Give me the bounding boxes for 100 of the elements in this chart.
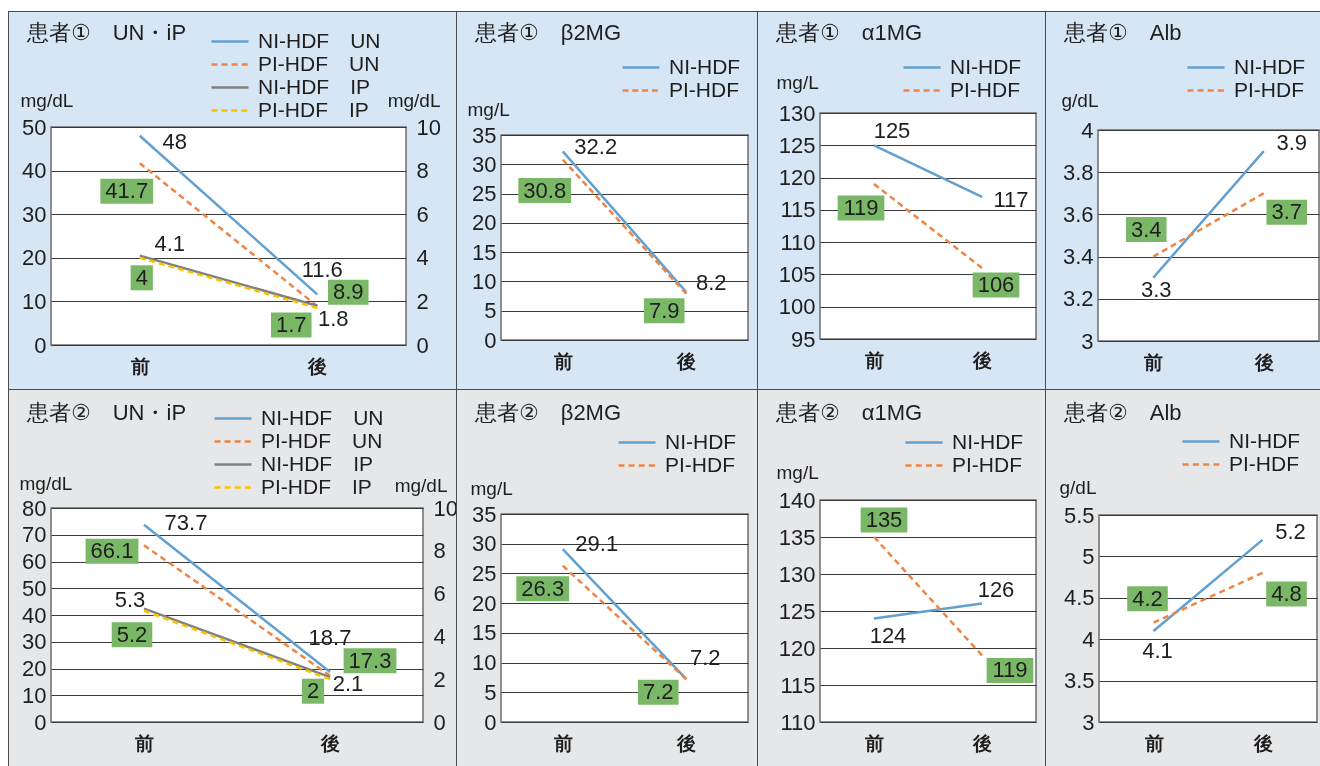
legend-label: PI-HDF bbox=[665, 452, 735, 476]
y-tick-label: 3 bbox=[1081, 328, 1094, 354]
y-tick-label: 5 bbox=[1082, 543, 1095, 569]
y-tick-label: 20 bbox=[472, 210, 497, 236]
y-tick-label: 70 bbox=[22, 522, 47, 548]
data-label: 66.1 bbox=[90, 538, 134, 564]
data-label: 30.8 bbox=[523, 177, 567, 203]
legend-label: NI-HDF bbox=[669, 54, 741, 78]
x-tick-label: 後 bbox=[307, 355, 328, 377]
x-tick-label: 前 bbox=[1143, 732, 1164, 754]
data-label: 117 bbox=[993, 186, 1029, 212]
y-tick-label: 15 bbox=[472, 620, 497, 646]
y-tick-label: 125 bbox=[778, 598, 816, 624]
data-label: 17.3 bbox=[348, 647, 392, 673]
chart-title: 患者② α1MG bbox=[775, 400, 923, 425]
x-tick-label: 後 bbox=[676, 732, 697, 754]
y-tick-label: 15 bbox=[472, 239, 497, 265]
y-tick-label: 110 bbox=[780, 229, 816, 255]
data-label: 2 bbox=[306, 678, 320, 704]
y-tick-label: 5 bbox=[484, 679, 497, 705]
data-label: 3.4 bbox=[1130, 216, 1162, 242]
chart-title: 患者① Alb bbox=[1063, 20, 1182, 45]
y-tick-label: 3.8 bbox=[1062, 159, 1094, 185]
data-label: 48 bbox=[162, 128, 187, 154]
y-axis-title: mg/L bbox=[467, 98, 510, 120]
legend-label: PI-HDF bbox=[1229, 451, 1299, 475]
y-tick-label: 130 bbox=[778, 100, 816, 126]
y-tick-label: 4.5 bbox=[1063, 585, 1095, 611]
y-tick-label: 10 bbox=[472, 268, 497, 294]
y-tick-label: 3.5 bbox=[1063, 668, 1095, 694]
data-label: 1.8 bbox=[317, 305, 349, 331]
y2-tick-label: 6 bbox=[416, 201, 429, 227]
chart-title: 患者② β2MG bbox=[474, 400, 622, 425]
y-tick-label: 40 bbox=[22, 602, 47, 628]
data-label: 3.9 bbox=[1276, 130, 1308, 156]
y-tick-label: 3.6 bbox=[1062, 201, 1094, 227]
data-label: 4.1 bbox=[154, 230, 186, 256]
y-tick-label: 5.5 bbox=[1063, 502, 1095, 528]
y-tick-label: 30 bbox=[472, 531, 497, 557]
legend-label: NI-HDF UN bbox=[261, 405, 384, 429]
legend-label: PI-HDF bbox=[952, 452, 1022, 476]
data-label: 5.2 bbox=[1275, 518, 1306, 544]
data-label: 41.7 bbox=[105, 178, 149, 204]
x-tick-label: 前 bbox=[552, 732, 573, 754]
y2-tick-label: 0 bbox=[433, 709, 446, 735]
y-tick-label: 115 bbox=[780, 197, 816, 223]
y2-tick-label: 2 bbox=[433, 666, 446, 692]
chart-title: 患者② Alb bbox=[1063, 400, 1182, 425]
y-axis-title: g/dL bbox=[1061, 89, 1099, 111]
data-label: 4.2 bbox=[1132, 585, 1163, 611]
legend-label: PI-HDF bbox=[669, 77, 739, 101]
legend-label: PI-HDF IP bbox=[258, 97, 369, 121]
data-label: 126 bbox=[977, 576, 1015, 602]
y-tick-label: 120 bbox=[778, 635, 816, 661]
data-label: 32.2 bbox=[574, 134, 618, 160]
y-tick-label: 10 bbox=[472, 650, 497, 676]
y2-axis-title: mg/dL bbox=[394, 474, 448, 496]
data-label: 5.2 bbox=[116, 621, 148, 647]
data-label: 124 bbox=[869, 623, 907, 649]
data-label: 125 bbox=[873, 118, 911, 144]
y-tick-label: 125 bbox=[778, 132, 816, 158]
y-tick-label: 40 bbox=[22, 158, 47, 184]
data-label: 135 bbox=[865, 507, 903, 532]
legend-label: PI-HDF bbox=[950, 77, 1020, 101]
x-tick-label: 後 bbox=[1253, 351, 1274, 373]
data-label: 26.3 bbox=[521, 575, 565, 601]
legend-label: NI-HDF bbox=[952, 429, 1024, 453]
y-tick-label: 0 bbox=[34, 709, 47, 735]
y2-axis-title: mg/dL bbox=[387, 89, 441, 111]
y-tick-label: 60 bbox=[22, 549, 47, 574]
y-tick-label: 50 bbox=[22, 114, 47, 140]
y-tick-label: 4 bbox=[1082, 626, 1095, 652]
legend-label: PI-HDF IP bbox=[261, 474, 372, 498]
y-tick-label: 50 bbox=[22, 575, 47, 601]
y-tick-label: 100 bbox=[778, 294, 816, 320]
y-tick-label: 0 bbox=[484, 709, 497, 735]
data-label: 119 bbox=[843, 195, 879, 221]
legend-label: PI-HDF bbox=[1234, 77, 1304, 101]
legend-label: NI-HDF bbox=[1234, 54, 1306, 78]
data-label: 73.7 bbox=[164, 509, 208, 535]
y-tick-label: 3 bbox=[1082, 709, 1095, 735]
x-tick-label: 前 bbox=[134, 732, 154, 754]
y-axis-title: mg/L bbox=[776, 71, 819, 93]
y-axis-title: mg/dL bbox=[19, 472, 73, 494]
x-tick-label: 後 bbox=[972, 349, 992, 371]
y2-tick-label: 4 bbox=[433, 623, 446, 649]
y-tick-label: 20 bbox=[22, 245, 47, 271]
data-label: 4.1 bbox=[1142, 637, 1173, 663]
chart-title: 患者② UN・iP bbox=[26, 400, 187, 425]
y2-tick-label: 2 bbox=[416, 288, 429, 314]
x-tick-label: 後 bbox=[972, 732, 992, 754]
y-tick-label: 20 bbox=[472, 590, 497, 616]
y-tick-label: 35 bbox=[472, 122, 497, 148]
x-tick-label: 前 bbox=[864, 349, 884, 371]
y-tick-label: 140 bbox=[778, 487, 816, 513]
y-tick-label: 30 bbox=[22, 629, 47, 655]
x-tick-label: 前 bbox=[864, 732, 884, 754]
y-axis-title: mg/L bbox=[470, 477, 513, 499]
data-label: 7.9 bbox=[648, 297, 680, 323]
y-tick-label: 10 bbox=[22, 288, 47, 314]
